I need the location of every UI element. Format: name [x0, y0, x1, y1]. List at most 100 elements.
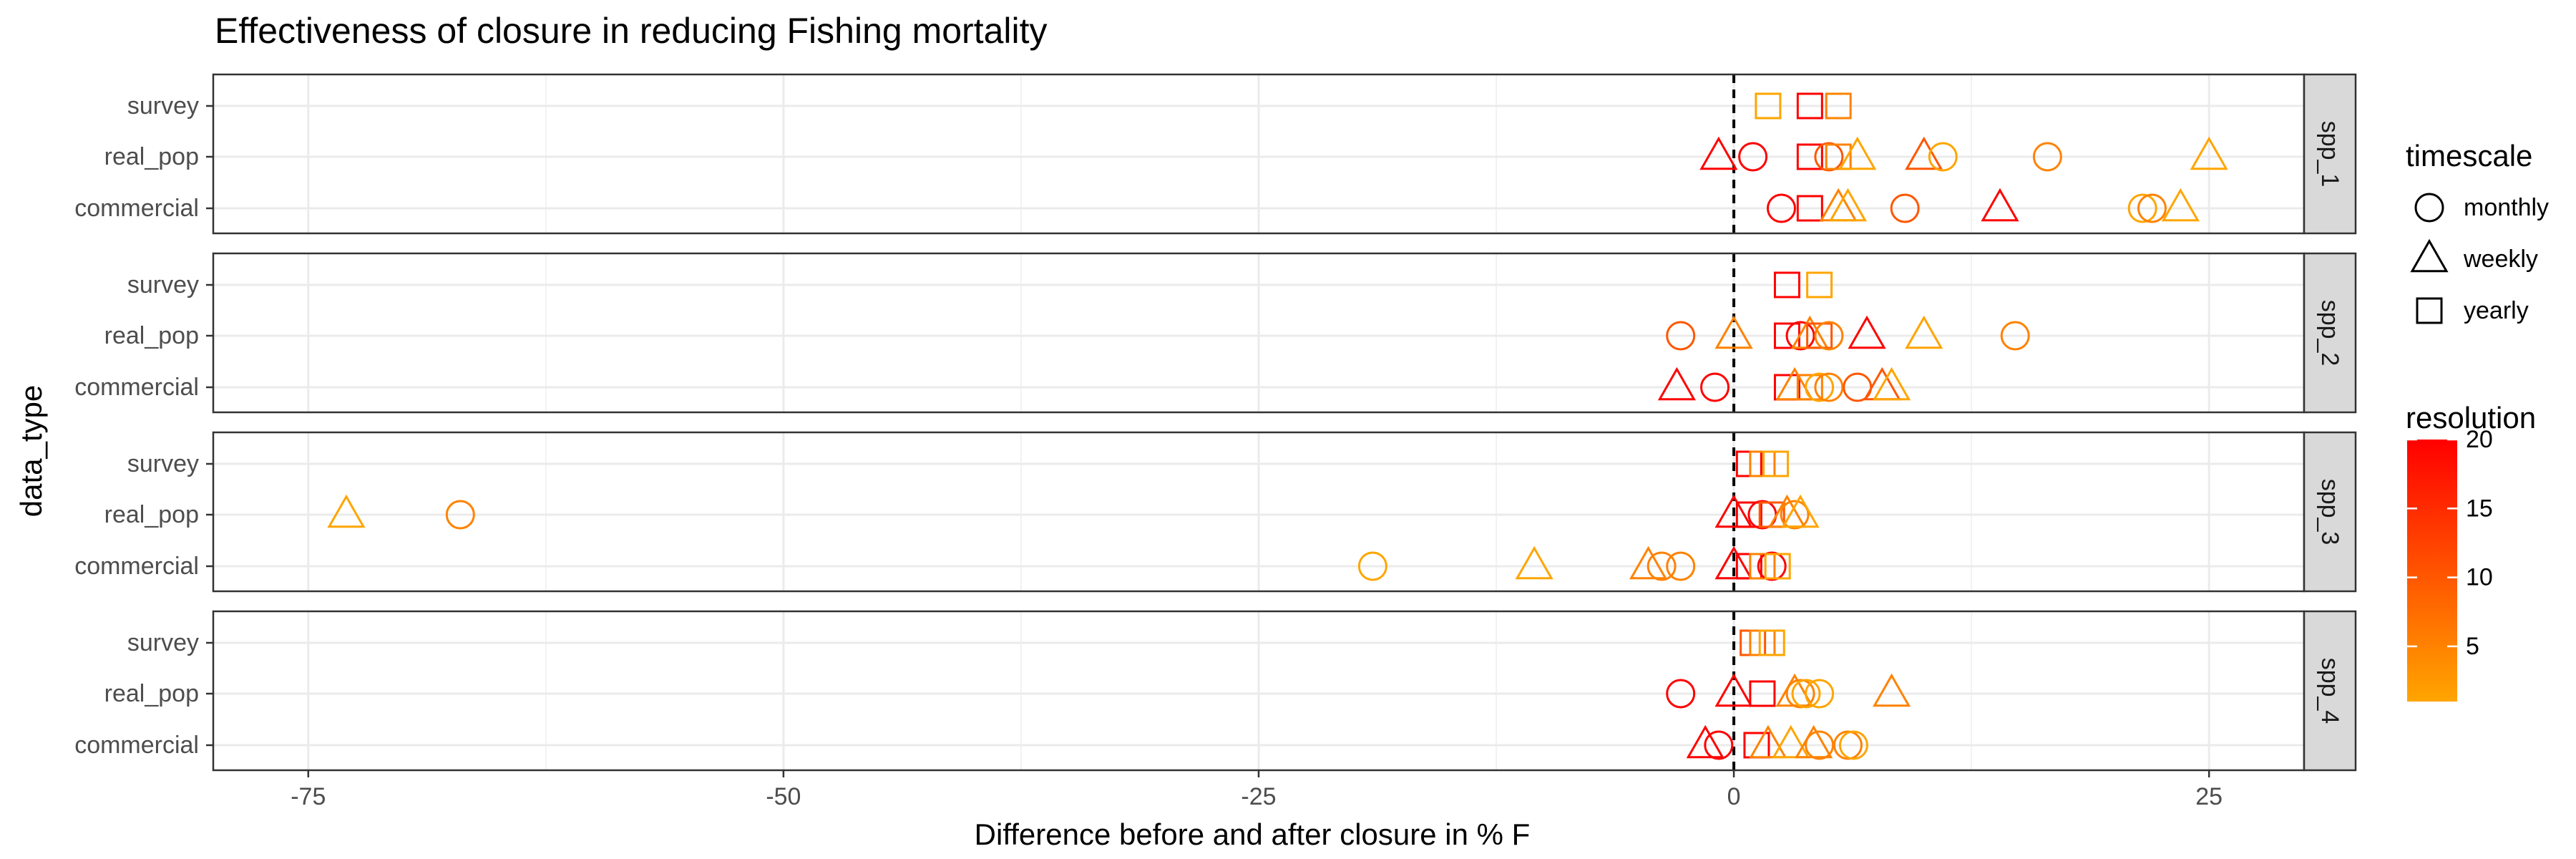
- data-point: [1848, 315, 1886, 349]
- data-point: [1928, 142, 1958, 172]
- color-bar-ticks: 5 10 15 20: [2407, 426, 2493, 660]
- y-tick-label: real_pop: [104, 501, 199, 528]
- data-point: [1905, 136, 1943, 170]
- facet-strip: [2303, 73, 2357, 235]
- data-point: [1714, 673, 1753, 707]
- data-point: [445, 500, 475, 530]
- data-point: [1735, 501, 1762, 528]
- data-point: [1833, 730, 1863, 760]
- data-point: [2000, 321, 2030, 351]
- legend-key-square: [2416, 297, 2443, 324]
- data-point: [1666, 679, 1696, 709]
- data-point: [1780, 500, 1810, 530]
- y-tick-label: survey: [127, 271, 199, 299]
- legend-entry-label: monthly: [2464, 194, 2549, 221]
- data-point: [2190, 136, 2228, 170]
- facet-panels: spp_1surveyreal_popcommercialspp_2survey…: [74, 73, 2357, 772]
- data-point: [1825, 143, 1852, 170]
- data-point: [1806, 322, 1833, 349]
- facet-strip: [2303, 431, 2357, 593]
- x-tick-label: 0: [1727, 783, 1741, 810]
- data-point: [1905, 315, 1943, 349]
- data-point: [1758, 629, 1785, 656]
- y-tick-label: real_pop: [104, 322, 199, 349]
- data-point: [1749, 553, 1776, 580]
- color-bar-tick-label: 20: [2466, 426, 2493, 453]
- legend-key-circle: [2414, 193, 2444, 223]
- x-tick-label: -50: [766, 783, 801, 810]
- y-tick-label: real_pop: [104, 680, 199, 707]
- y-axis-title: data_type: [14, 385, 48, 518]
- x-axis: -75 -50 -25 0 25: [291, 770, 2223, 810]
- facet-panel-spp_4: spp_4 survey real_pop commercial: [74, 610, 2357, 772]
- data-point: [1814, 142, 1844, 172]
- data-point: [1357, 551, 1387, 581]
- x-tick-label: -25: [1241, 783, 1276, 810]
- data-point: [2137, 193, 2167, 223]
- shape-legend-entries: monthly weekly yearly: [2410, 193, 2549, 324]
- data-point: [1781, 494, 1820, 528]
- data-point: [1814, 321, 1844, 351]
- data-point: [1515, 545, 1553, 580]
- data-point: [1699, 136, 1738, 170]
- data-point: [1646, 551, 1677, 581]
- facet-panel-spp_2: spp_2 survey real_pop commercial: [74, 252, 2357, 414]
- y-tick-label: commercial: [74, 374, 199, 401]
- legend-entry-monthly: monthly: [2414, 193, 2549, 223]
- facet-strip-label: spp_1: [2316, 121, 2343, 188]
- data-point: [1872, 367, 1911, 401]
- legend-entry-label: weekly: [2463, 246, 2538, 273]
- data-point: [1735, 553, 1762, 580]
- data-point: [1814, 372, 1844, 402]
- data-point: [1735, 450, 1762, 477]
- data-point: [1772, 724, 1810, 759]
- facet-panel-spp_1: spp_1 survey real_pop commercial: [74, 73, 2357, 235]
- data-point: [1686, 724, 1724, 759]
- data-point: [1714, 545, 1753, 580]
- data-point: [1805, 372, 1835, 402]
- data-point: [1890, 193, 1920, 223]
- color-bar-tick-label: 5: [2466, 633, 2479, 660]
- data-point: [1805, 730, 1835, 760]
- x-tick-label: 25: [2195, 783, 2223, 810]
- data-point: [1825, 92, 1852, 120]
- data-point: [1749, 724, 1787, 759]
- data-point: [1714, 494, 1753, 528]
- data-point: [1749, 680, 1776, 707]
- x-axis-title: Difference before and after closure in %…: [975, 817, 1531, 851]
- legend-color-title: resolution: [2406, 401, 2536, 435]
- data-point: [1796, 374, 1823, 401]
- facet-strip-label: spp_3: [2316, 479, 2343, 545]
- data-point: [1838, 136, 1877, 170]
- data-point: [1828, 188, 1868, 222]
- data-point: [1757, 551, 1787, 581]
- legend-entry-label: yearly: [2464, 297, 2529, 324]
- facet-strip: [2303, 610, 2357, 772]
- data-point: [1773, 271, 1800, 299]
- data-point: [1838, 730, 1868, 760]
- data-point: [2032, 142, 2062, 172]
- data-point: [1981, 188, 2019, 222]
- data-point: [2161, 188, 2200, 222]
- data-point: [1749, 450, 1776, 477]
- color-bar: [2407, 440, 2457, 702]
- data-point: [1785, 321, 1815, 351]
- data-point: [1796, 143, 1823, 170]
- y-tick-label: survey: [127, 92, 199, 120]
- data-point: [1872, 673, 1911, 707]
- y-tick-label: commercial: [74, 195, 199, 222]
- legend-key-triangle: [2410, 238, 2449, 273]
- y-tick-label: survey: [127, 450, 199, 477]
- y-tick-label: survey: [127, 629, 199, 656]
- y-tick-label: real_pop: [104, 143, 199, 170]
- facet-strip-label: spp_4: [2316, 658, 2343, 724]
- data-point: [1704, 730, 1734, 760]
- y-tick-label: commercial: [74, 553, 199, 580]
- data-point: [1700, 372, 1730, 402]
- legend: timescale monthly weekly yearly resolution…: [2406, 139, 2549, 702]
- data-point: [1762, 450, 1790, 477]
- facet-panel-spp_3: spp_3 survey real_pop commercial: [74, 431, 2357, 593]
- legend-entry-weekly: weekly: [2410, 238, 2538, 273]
- data-point: [1791, 679, 1821, 709]
